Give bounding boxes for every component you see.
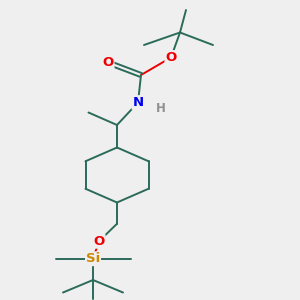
Text: H: H	[156, 102, 165, 115]
Text: N: N	[132, 96, 144, 109]
Text: Si: Si	[86, 252, 100, 265]
Text: O: O	[102, 56, 114, 69]
Text: O: O	[165, 51, 177, 64]
Text: O: O	[93, 235, 105, 248]
